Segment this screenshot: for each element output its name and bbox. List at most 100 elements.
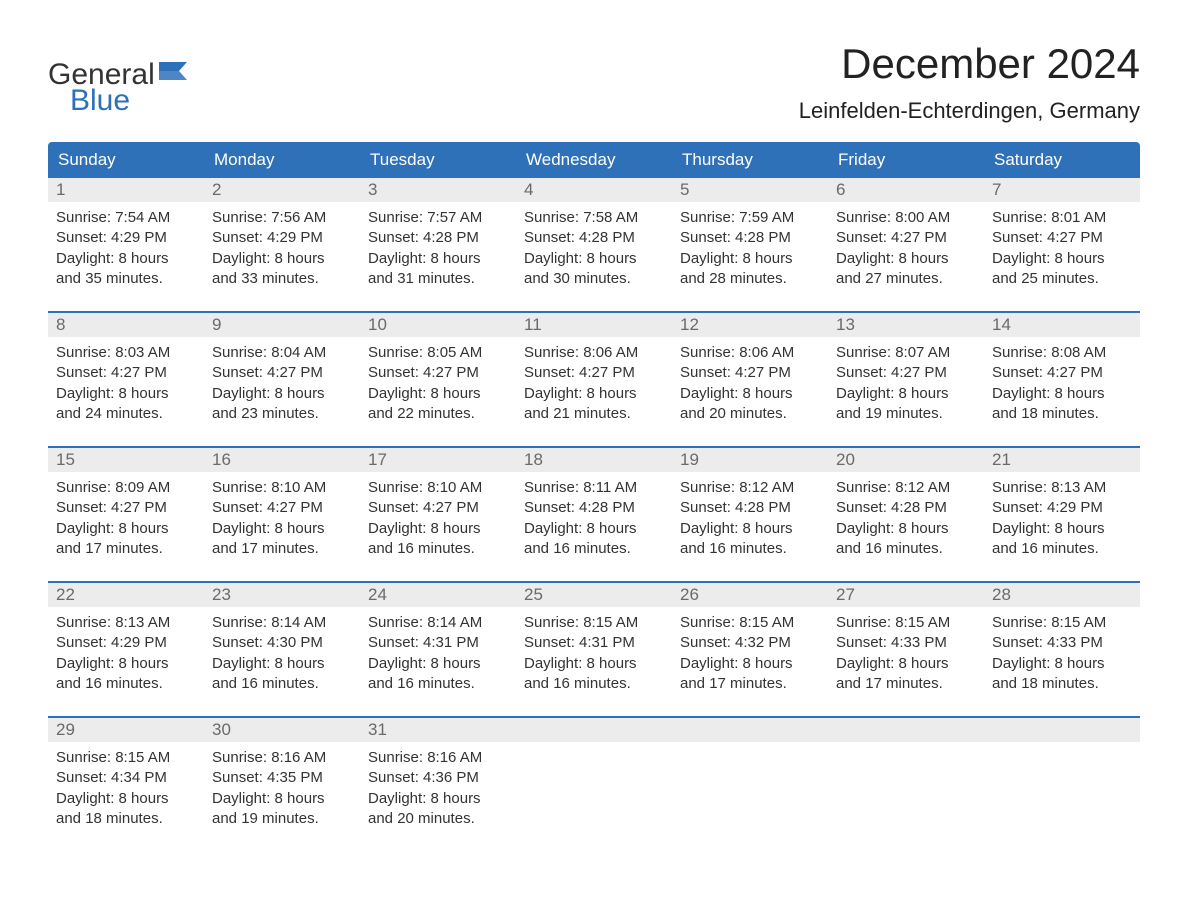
day-number: 10 bbox=[360, 313, 516, 337]
sunrise-text: Sunrise: 8:13 AM bbox=[992, 478, 1132, 498]
sunset-text: Sunset: 4:28 PM bbox=[524, 498, 664, 518]
sunrise-text: Sunrise: 8:09 AM bbox=[56, 478, 196, 498]
day-cell: Sunrise: 8:15 AMSunset: 4:33 PMDaylight:… bbox=[984, 607, 1140, 702]
day-number: 6 bbox=[828, 178, 984, 202]
day-number: 17 bbox=[360, 448, 516, 472]
sunrise-text: Sunrise: 8:04 AM bbox=[212, 343, 352, 363]
sunrise-text: Sunrise: 8:01 AM bbox=[992, 208, 1132, 228]
header: General Blue December 2024 Leinfelden-Ec… bbox=[48, 40, 1140, 124]
day-cell bbox=[828, 742, 984, 837]
day-cell: Sunrise: 8:13 AMSunset: 4:29 PMDaylight:… bbox=[984, 472, 1140, 567]
daylight-text: Daylight: 8 hours and 33 minutes. bbox=[212, 249, 352, 290]
sunset-text: Sunset: 4:35 PM bbox=[212, 768, 352, 788]
day-cell: Sunrise: 7:54 AMSunset: 4:29 PMDaylight:… bbox=[48, 202, 204, 297]
sunset-text: Sunset: 4:28 PM bbox=[836, 498, 976, 518]
day-cell: Sunrise: 7:56 AMSunset: 4:29 PMDaylight:… bbox=[204, 202, 360, 297]
sunset-text: Sunset: 4:27 PM bbox=[56, 498, 196, 518]
day-cell bbox=[672, 742, 828, 837]
sunrise-text: Sunrise: 8:15 AM bbox=[56, 748, 196, 768]
logo-flag-icon bbox=[159, 60, 193, 87]
daylight-text: Daylight: 8 hours and 20 minutes. bbox=[680, 384, 820, 425]
day-cell: Sunrise: 8:06 AMSunset: 4:27 PMDaylight:… bbox=[516, 337, 672, 432]
day-number: 11 bbox=[516, 313, 672, 337]
day-cell: Sunrise: 8:16 AMSunset: 4:36 PMDaylight:… bbox=[360, 742, 516, 837]
daylight-text: Daylight: 8 hours and 19 minutes. bbox=[836, 384, 976, 425]
logo-text-block: General Blue bbox=[48, 60, 193, 116]
day-number: 31 bbox=[360, 718, 516, 742]
day-number: 30 bbox=[204, 718, 360, 742]
title-block: December 2024 Leinfelden-Echterdingen, G… bbox=[799, 40, 1140, 124]
day-cell: Sunrise: 8:12 AMSunset: 4:28 PMDaylight:… bbox=[672, 472, 828, 567]
sunset-text: Sunset: 4:27 PM bbox=[368, 363, 508, 383]
daylight-text: Daylight: 8 hours and 17 minutes. bbox=[680, 654, 820, 695]
day-number: 14 bbox=[984, 313, 1140, 337]
sunrise-text: Sunrise: 8:15 AM bbox=[524, 613, 664, 633]
weekday-label: Wednesday bbox=[516, 142, 672, 178]
day-number: 4 bbox=[516, 178, 672, 202]
daylight-text: Daylight: 8 hours and 22 minutes. bbox=[368, 384, 508, 425]
sunrise-text: Sunrise: 7:59 AM bbox=[680, 208, 820, 228]
sunset-text: Sunset: 4:28 PM bbox=[368, 228, 508, 248]
calendar-week: 1234567Sunrise: 7:54 AMSunset: 4:29 PMDa… bbox=[48, 178, 1140, 297]
calendar: SundayMondayTuesdayWednesdayThursdayFrid… bbox=[48, 142, 1140, 837]
sunrise-text: Sunrise: 8:05 AM bbox=[368, 343, 508, 363]
daylight-text: Daylight: 8 hours and 17 minutes. bbox=[212, 519, 352, 560]
sunset-text: Sunset: 4:27 PM bbox=[836, 228, 976, 248]
daylight-text: Daylight: 8 hours and 17 minutes. bbox=[56, 519, 196, 560]
sunrise-text: Sunrise: 8:06 AM bbox=[524, 343, 664, 363]
day-number: 25 bbox=[516, 583, 672, 607]
sunset-text: Sunset: 4:32 PM bbox=[680, 633, 820, 653]
day-cell: Sunrise: 7:59 AMSunset: 4:28 PMDaylight:… bbox=[672, 202, 828, 297]
sunrise-text: Sunrise: 8:11 AM bbox=[524, 478, 664, 498]
day-cell: Sunrise: 8:01 AMSunset: 4:27 PMDaylight:… bbox=[984, 202, 1140, 297]
day-number: 5 bbox=[672, 178, 828, 202]
weekday-label: Thursday bbox=[672, 142, 828, 178]
day-number: 22 bbox=[48, 583, 204, 607]
day-number bbox=[828, 718, 984, 742]
daylight-text: Daylight: 8 hours and 20 minutes. bbox=[368, 789, 508, 830]
sunset-text: Sunset: 4:36 PM bbox=[368, 768, 508, 788]
daylight-text: Daylight: 8 hours and 18 minutes. bbox=[56, 789, 196, 830]
sunset-text: Sunset: 4:28 PM bbox=[680, 228, 820, 248]
day-number: 7 bbox=[984, 178, 1140, 202]
day-number: 18 bbox=[516, 448, 672, 472]
day-cell: Sunrise: 8:06 AMSunset: 4:27 PMDaylight:… bbox=[672, 337, 828, 432]
day-cell: Sunrise: 8:07 AMSunset: 4:27 PMDaylight:… bbox=[828, 337, 984, 432]
day-number bbox=[984, 718, 1140, 742]
sunset-text: Sunset: 4:33 PM bbox=[992, 633, 1132, 653]
daylight-text: Daylight: 8 hours and 30 minutes. bbox=[524, 249, 664, 290]
sunrise-text: Sunrise: 8:14 AM bbox=[368, 613, 508, 633]
sunrise-text: Sunrise: 8:12 AM bbox=[836, 478, 976, 498]
sunrise-text: Sunrise: 8:15 AM bbox=[836, 613, 976, 633]
day-cell bbox=[984, 742, 1140, 837]
day-cell: Sunrise: 8:15 AMSunset: 4:31 PMDaylight:… bbox=[516, 607, 672, 702]
weeks-container: 1234567Sunrise: 7:54 AMSunset: 4:29 PMDa… bbox=[48, 178, 1140, 837]
daylight-text: Daylight: 8 hours and 23 minutes. bbox=[212, 384, 352, 425]
day-cell: Sunrise: 8:15 AMSunset: 4:34 PMDaylight:… bbox=[48, 742, 204, 837]
sunset-text: Sunset: 4:27 PM bbox=[212, 498, 352, 518]
day-cell: Sunrise: 7:58 AMSunset: 4:28 PMDaylight:… bbox=[516, 202, 672, 297]
sunset-text: Sunset: 4:27 PM bbox=[992, 363, 1132, 383]
sunrise-text: Sunrise: 8:13 AM bbox=[56, 613, 196, 633]
day-number: 24 bbox=[360, 583, 516, 607]
daylight-text: Daylight: 8 hours and 16 minutes. bbox=[368, 654, 508, 695]
sunset-text: Sunset: 4:31 PM bbox=[368, 633, 508, 653]
day-number: 3 bbox=[360, 178, 516, 202]
sunset-text: Sunset: 4:29 PM bbox=[56, 228, 196, 248]
daylight-text: Daylight: 8 hours and 16 minutes. bbox=[992, 519, 1132, 560]
day-cell bbox=[516, 742, 672, 837]
day-number: 12 bbox=[672, 313, 828, 337]
day-cell: Sunrise: 8:10 AMSunset: 4:27 PMDaylight:… bbox=[204, 472, 360, 567]
sunrise-text: Sunrise: 8:14 AM bbox=[212, 613, 352, 633]
calendar-week: 293031Sunrise: 8:15 AMSunset: 4:34 PMDay… bbox=[48, 716, 1140, 837]
daylight-text: Daylight: 8 hours and 16 minutes. bbox=[680, 519, 820, 560]
day-number-row: 1234567 bbox=[48, 178, 1140, 202]
sunset-text: Sunset: 4:28 PM bbox=[524, 228, 664, 248]
sunset-text: Sunset: 4:29 PM bbox=[56, 633, 196, 653]
sunset-text: Sunset: 4:31 PM bbox=[524, 633, 664, 653]
day-cell: Sunrise: 8:04 AMSunset: 4:27 PMDaylight:… bbox=[204, 337, 360, 432]
logo: General Blue bbox=[48, 60, 193, 116]
sunrise-text: Sunrise: 8:12 AM bbox=[680, 478, 820, 498]
daylight-text: Daylight: 8 hours and 35 minutes. bbox=[56, 249, 196, 290]
location-text: Leinfelden-Echterdingen, Germany bbox=[799, 98, 1140, 124]
